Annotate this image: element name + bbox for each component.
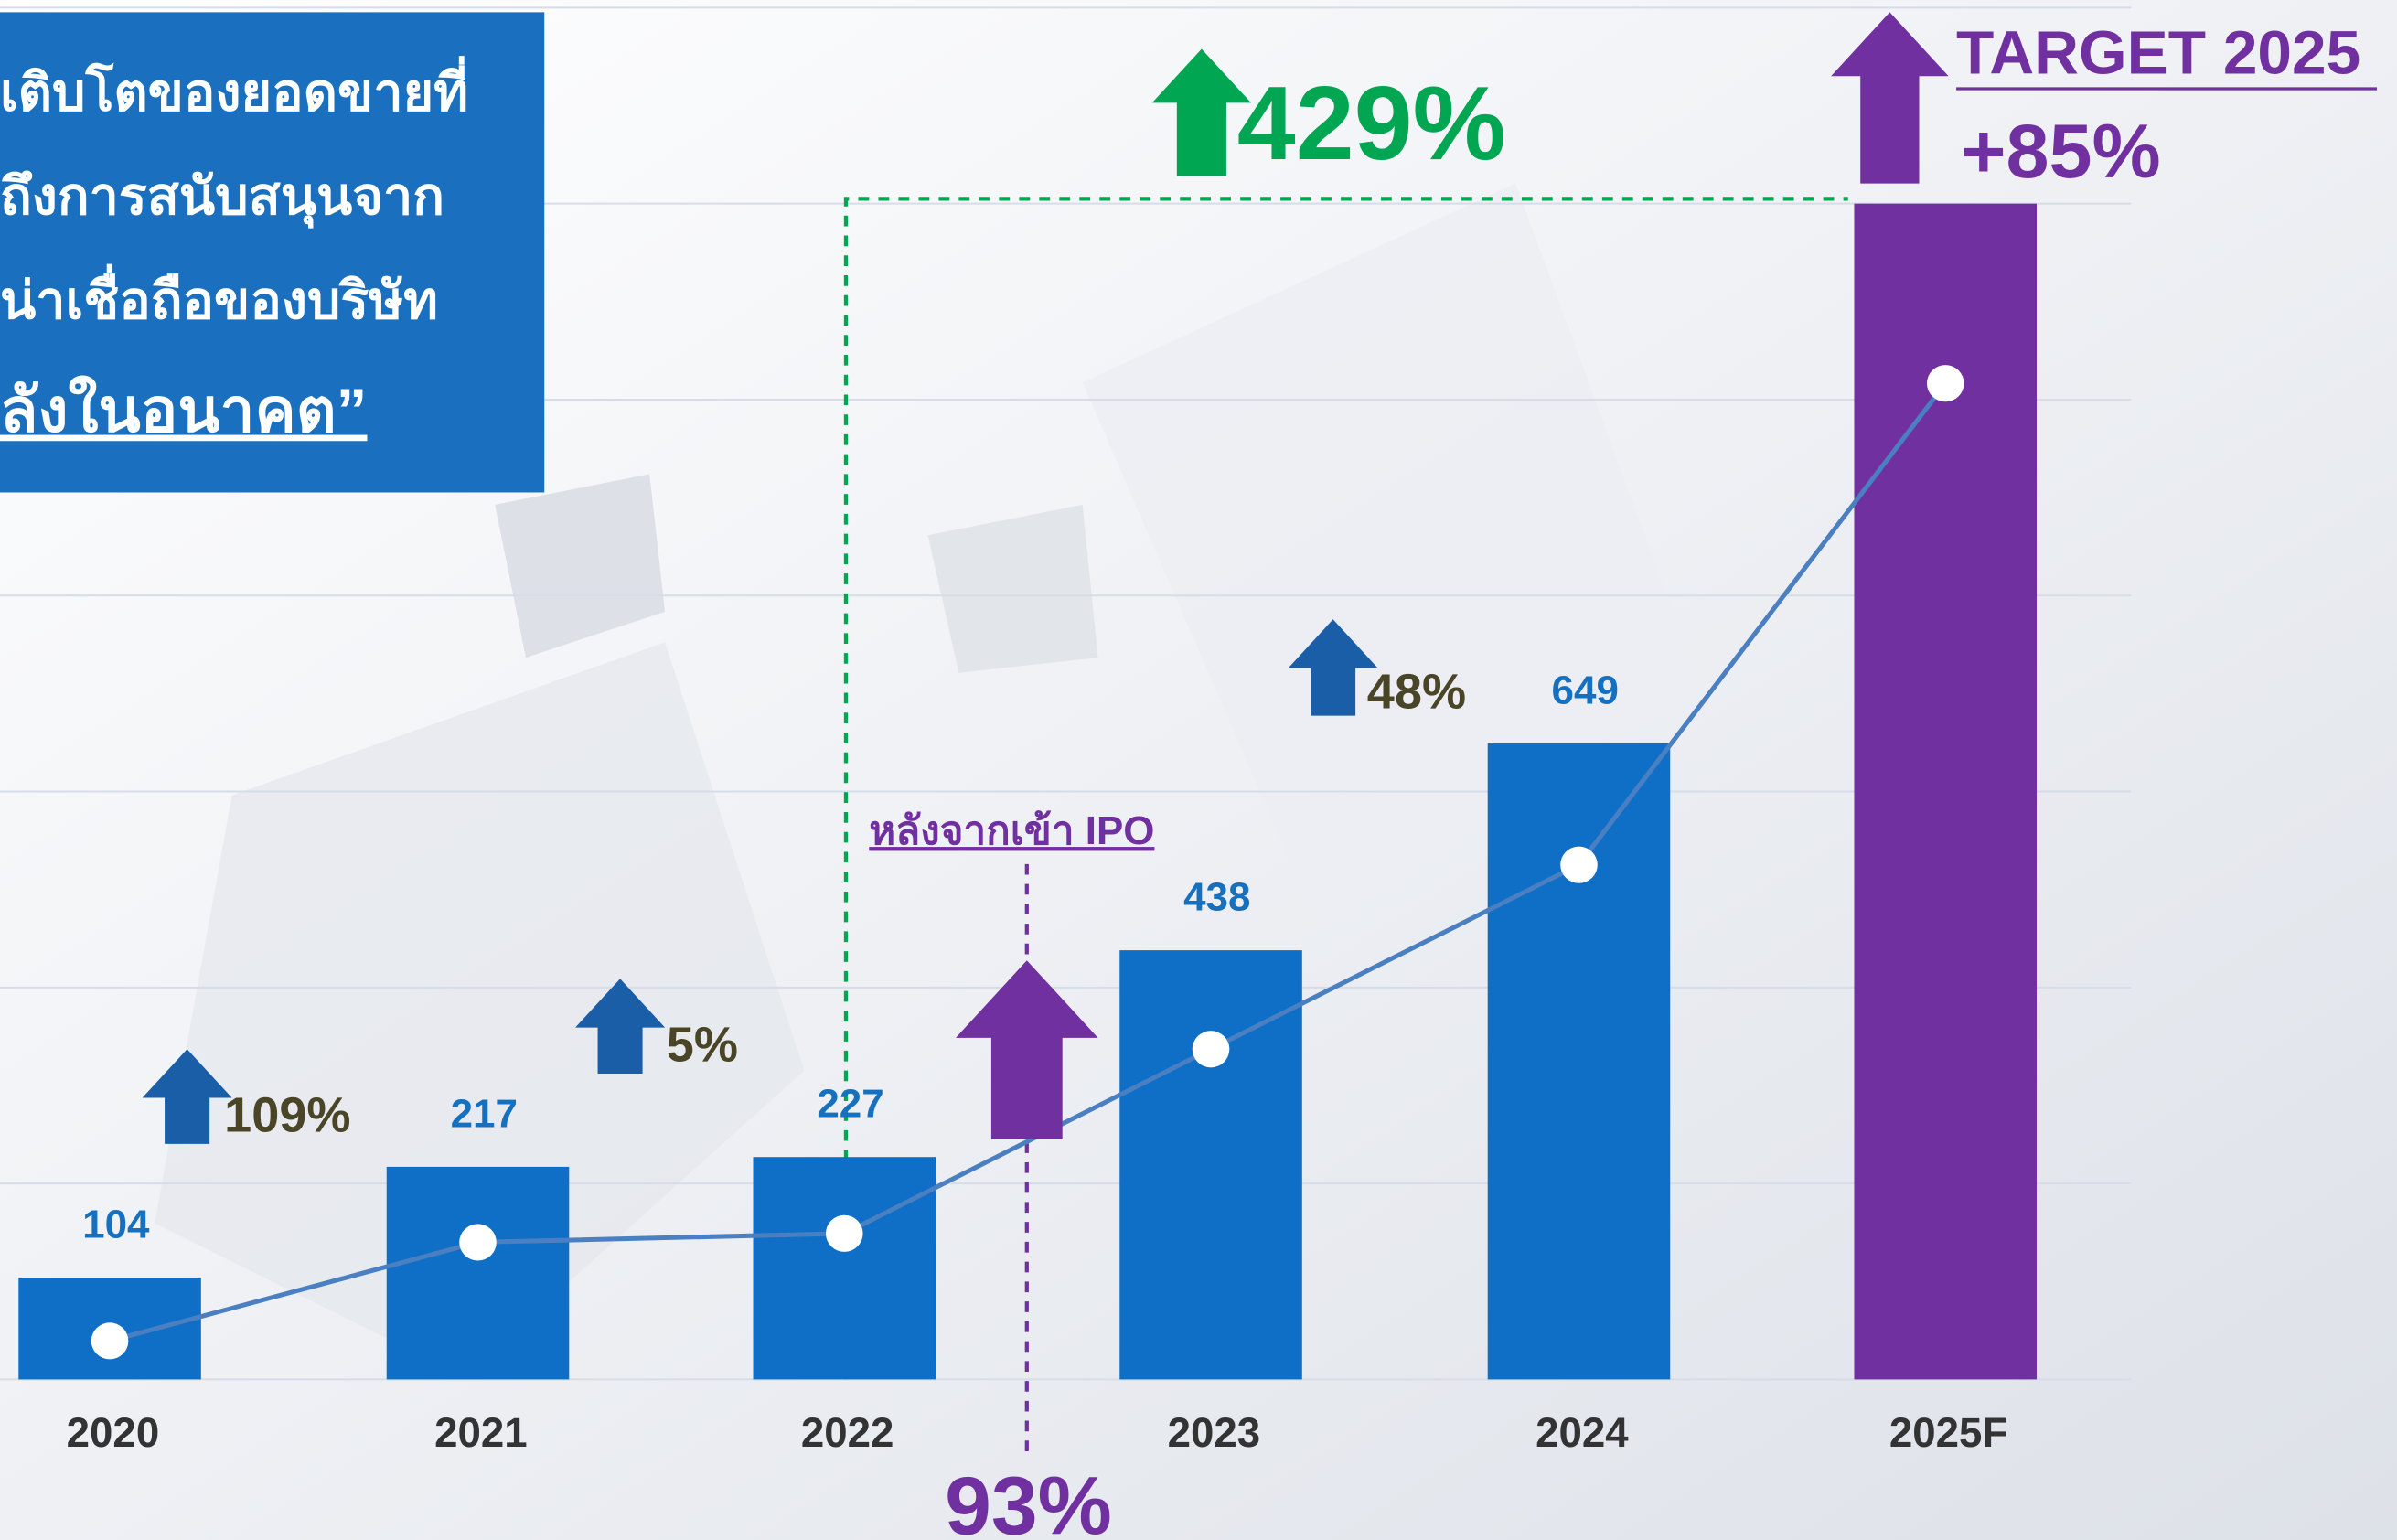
quote-line: ลังในอนาคต”	[0, 374, 367, 445]
chart: เติบโตของยอดขายที่ถึงการสนับสนุนจากน่าเช…	[0, 0, 2397, 1540]
quote-line: ถึงการสนับสนุนจาก	[0, 167, 444, 230]
value-label: 104	[82, 1203, 150, 1247]
x-tick-label: 2024	[1536, 1409, 1629, 1456]
annotation: 93%	[945, 1460, 1112, 1540]
quote-line: น่าเชื่อถือของบริษัท	[0, 263, 438, 330]
bar	[754, 1157, 936, 1379]
bar	[1488, 743, 1671, 1379]
line-point	[1193, 1031, 1230, 1067]
x-tick-label: 2020	[67, 1409, 160, 1456]
annotation: 429%	[1237, 65, 1506, 181]
page: เติบโตของยอดขายที่ถึงการสนับสนุนจากน่าเช…	[0, 0, 2397, 1540]
value-label: 217	[451, 1092, 518, 1137]
line-point	[91, 1322, 129, 1359]
annotation: +85%	[1961, 108, 2161, 193]
x-tick-label: 2022	[801, 1409, 894, 1456]
annotation: 5%	[667, 1018, 738, 1073]
annotation: TARGET 2025	[1956, 19, 2360, 88]
value-label: 649	[1552, 668, 1619, 713]
line-point	[1560, 847, 1598, 883]
line-point	[459, 1224, 497, 1260]
x-tick-label: 2021	[434, 1409, 528, 1456]
line-point	[1927, 365, 1964, 401]
annotation: หลังจากเข้า IPO	[869, 808, 1154, 853]
value-label: 438	[1183, 875, 1250, 920]
x-tick-label: 2023	[1168, 1409, 1261, 1456]
line-point	[826, 1215, 863, 1252]
quote-line: เติบโตของยอดขายที่	[0, 56, 468, 123]
annotation: 48%	[1367, 665, 1466, 720]
bar	[387, 1167, 570, 1380]
x-tick-label: 2025F	[1889, 1409, 2007, 1456]
value-label: 227	[817, 1082, 883, 1127]
annotation: 109%	[224, 1088, 350, 1143]
